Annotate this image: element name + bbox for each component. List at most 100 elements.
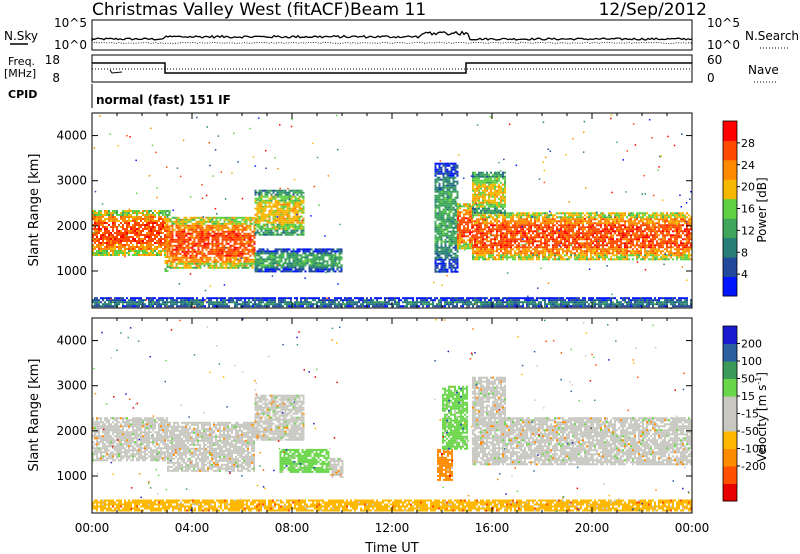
heatmap-cell — [272, 252, 275, 255]
heatmap-cell — [245, 236, 248, 239]
heatmap-cell — [282, 213, 285, 216]
heatmap-cell — [482, 252, 484, 255]
heatmap-cell — [586, 236, 588, 239]
heatmap-cell — [436, 200, 439, 203]
heatmap-cell — [175, 238, 178, 241]
heatmap-cell — [454, 232, 457, 235]
heatmap-cell — [338, 254, 341, 257]
heatmap-cell — [476, 250, 478, 253]
heatmap-cell — [219, 252, 222, 255]
heatmap-cell — [156, 212, 158, 214]
heatmap-cell — [171, 224, 174, 227]
heatmap-cell — [237, 222, 240, 225]
heatmap-cell — [558, 248, 560, 251]
heatmap-cell — [484, 248, 486, 251]
heatmap-cell — [102, 242, 104, 244]
heatmap-cell — [558, 244, 560, 247]
heatmap-cell — [448, 204, 451, 207]
heatmap-cell — [166, 264, 169, 266]
heatmap-cell — [330, 262, 333, 265]
heatmap-cell — [472, 252, 474, 255]
heatmap-cell — [124, 250, 126, 252]
heatmap-cell — [450, 198, 453, 201]
heatmap-cell — [438, 238, 441, 241]
heatmap-cell — [576, 234, 578, 237]
heatmap-cell — [448, 196, 451, 199]
heatmap-cell — [284, 229, 287, 232]
heatmap-cell — [185, 256, 188, 259]
heatmap-cell — [233, 244, 236, 247]
heatmap-cell — [225, 238, 228, 241]
heatmap-cell — [268, 229, 271, 232]
heatmap-cell — [258, 195, 261, 198]
heatmap-cell — [110, 240, 112, 242]
heatmap-cell — [239, 264, 242, 267]
heatmap-cell — [213, 244, 216, 247]
heatmap-cell — [450, 186, 453, 189]
heatmap-cell — [436, 188, 439, 191]
heatmap-cell — [179, 232, 182, 235]
heatmap-cell — [554, 244, 556, 247]
heatmap-cell — [100, 250, 102, 252]
heatmap-cell — [454, 208, 457, 211]
heatmap-cell — [448, 218, 451, 221]
heatmap-cell — [322, 268, 325, 271]
heatmap-cell — [506, 240, 508, 243]
heatmap-cell — [438, 228, 441, 231]
heatmap-cell — [183, 220, 186, 223]
heatmap-cell — [237, 226, 240, 229]
heatmap-cell — [436, 206, 439, 209]
heatmap-cell — [199, 266, 202, 269]
heatmap-cell — [452, 270, 455, 273]
heatmap-cell — [434, 210, 437, 213]
heatmap-cell — [282, 209, 285, 212]
heatmap-cell — [330, 264, 333, 267]
heatmap-cell — [440, 244, 443, 247]
heatmap-cell — [219, 256, 222, 259]
heatmap-cell — [456, 266, 459, 269]
heatmap-cell — [452, 228, 455, 231]
heatmap-cell — [152, 214, 154, 216]
heatmap-cell — [185, 238, 188, 241]
heatmap-cell — [134, 232, 136, 234]
heatmap-cell — [126, 222, 128, 224]
heatmap-cell — [166, 238, 169, 240]
heatmap-cell — [318, 260, 321, 263]
heatmap-cell — [542, 226, 544, 229]
heatmap-cell — [440, 234, 443, 237]
heatmap-cell — [197, 226, 200, 229]
heatmap-cell — [256, 231, 259, 234]
heatmap-cell — [249, 242, 252, 245]
heatmap-cell — [298, 219, 301, 222]
heatmap-cell — [608, 230, 610, 233]
heatmap-cell — [264, 199, 267, 202]
heatmap-cell — [442, 266, 445, 269]
heatmap-cell — [258, 254, 261, 257]
heatmap-cell — [440, 210, 443, 213]
heatmap-cell — [253, 224, 256, 227]
heatmap-cell — [260, 213, 263, 216]
heatmap-cell — [211, 222, 214, 225]
heatmap-cell — [189, 250, 192, 253]
heatmap-cell — [96, 228, 98, 230]
heatmap-cell — [256, 223, 259, 226]
heatmap-cell — [612, 252, 614, 255]
heatmap-cell — [183, 250, 186, 253]
heatmap-cell — [492, 238, 494, 241]
heatmap-cell — [166, 220, 169, 222]
heatmap-cell — [270, 231, 273, 234]
heatmap-cell — [247, 260, 250, 263]
heatmap-cell — [322, 260, 325, 263]
heatmap-cell — [542, 230, 544, 233]
heatmap-cell — [213, 238, 216, 241]
heatmap-cell — [215, 242, 218, 245]
heatmap-cell — [128, 212, 130, 214]
heatmap-cell — [446, 198, 449, 201]
heatmap-cell — [340, 266, 343, 269]
heatmap-cell — [450, 168, 453, 171]
heatmap-cell — [118, 248, 120, 250]
heatmap-cell — [187, 224, 190, 227]
heatmap-cell — [478, 252, 480, 255]
heatmap-cell — [256, 262, 259, 265]
heatmap-cell — [175, 230, 178, 233]
